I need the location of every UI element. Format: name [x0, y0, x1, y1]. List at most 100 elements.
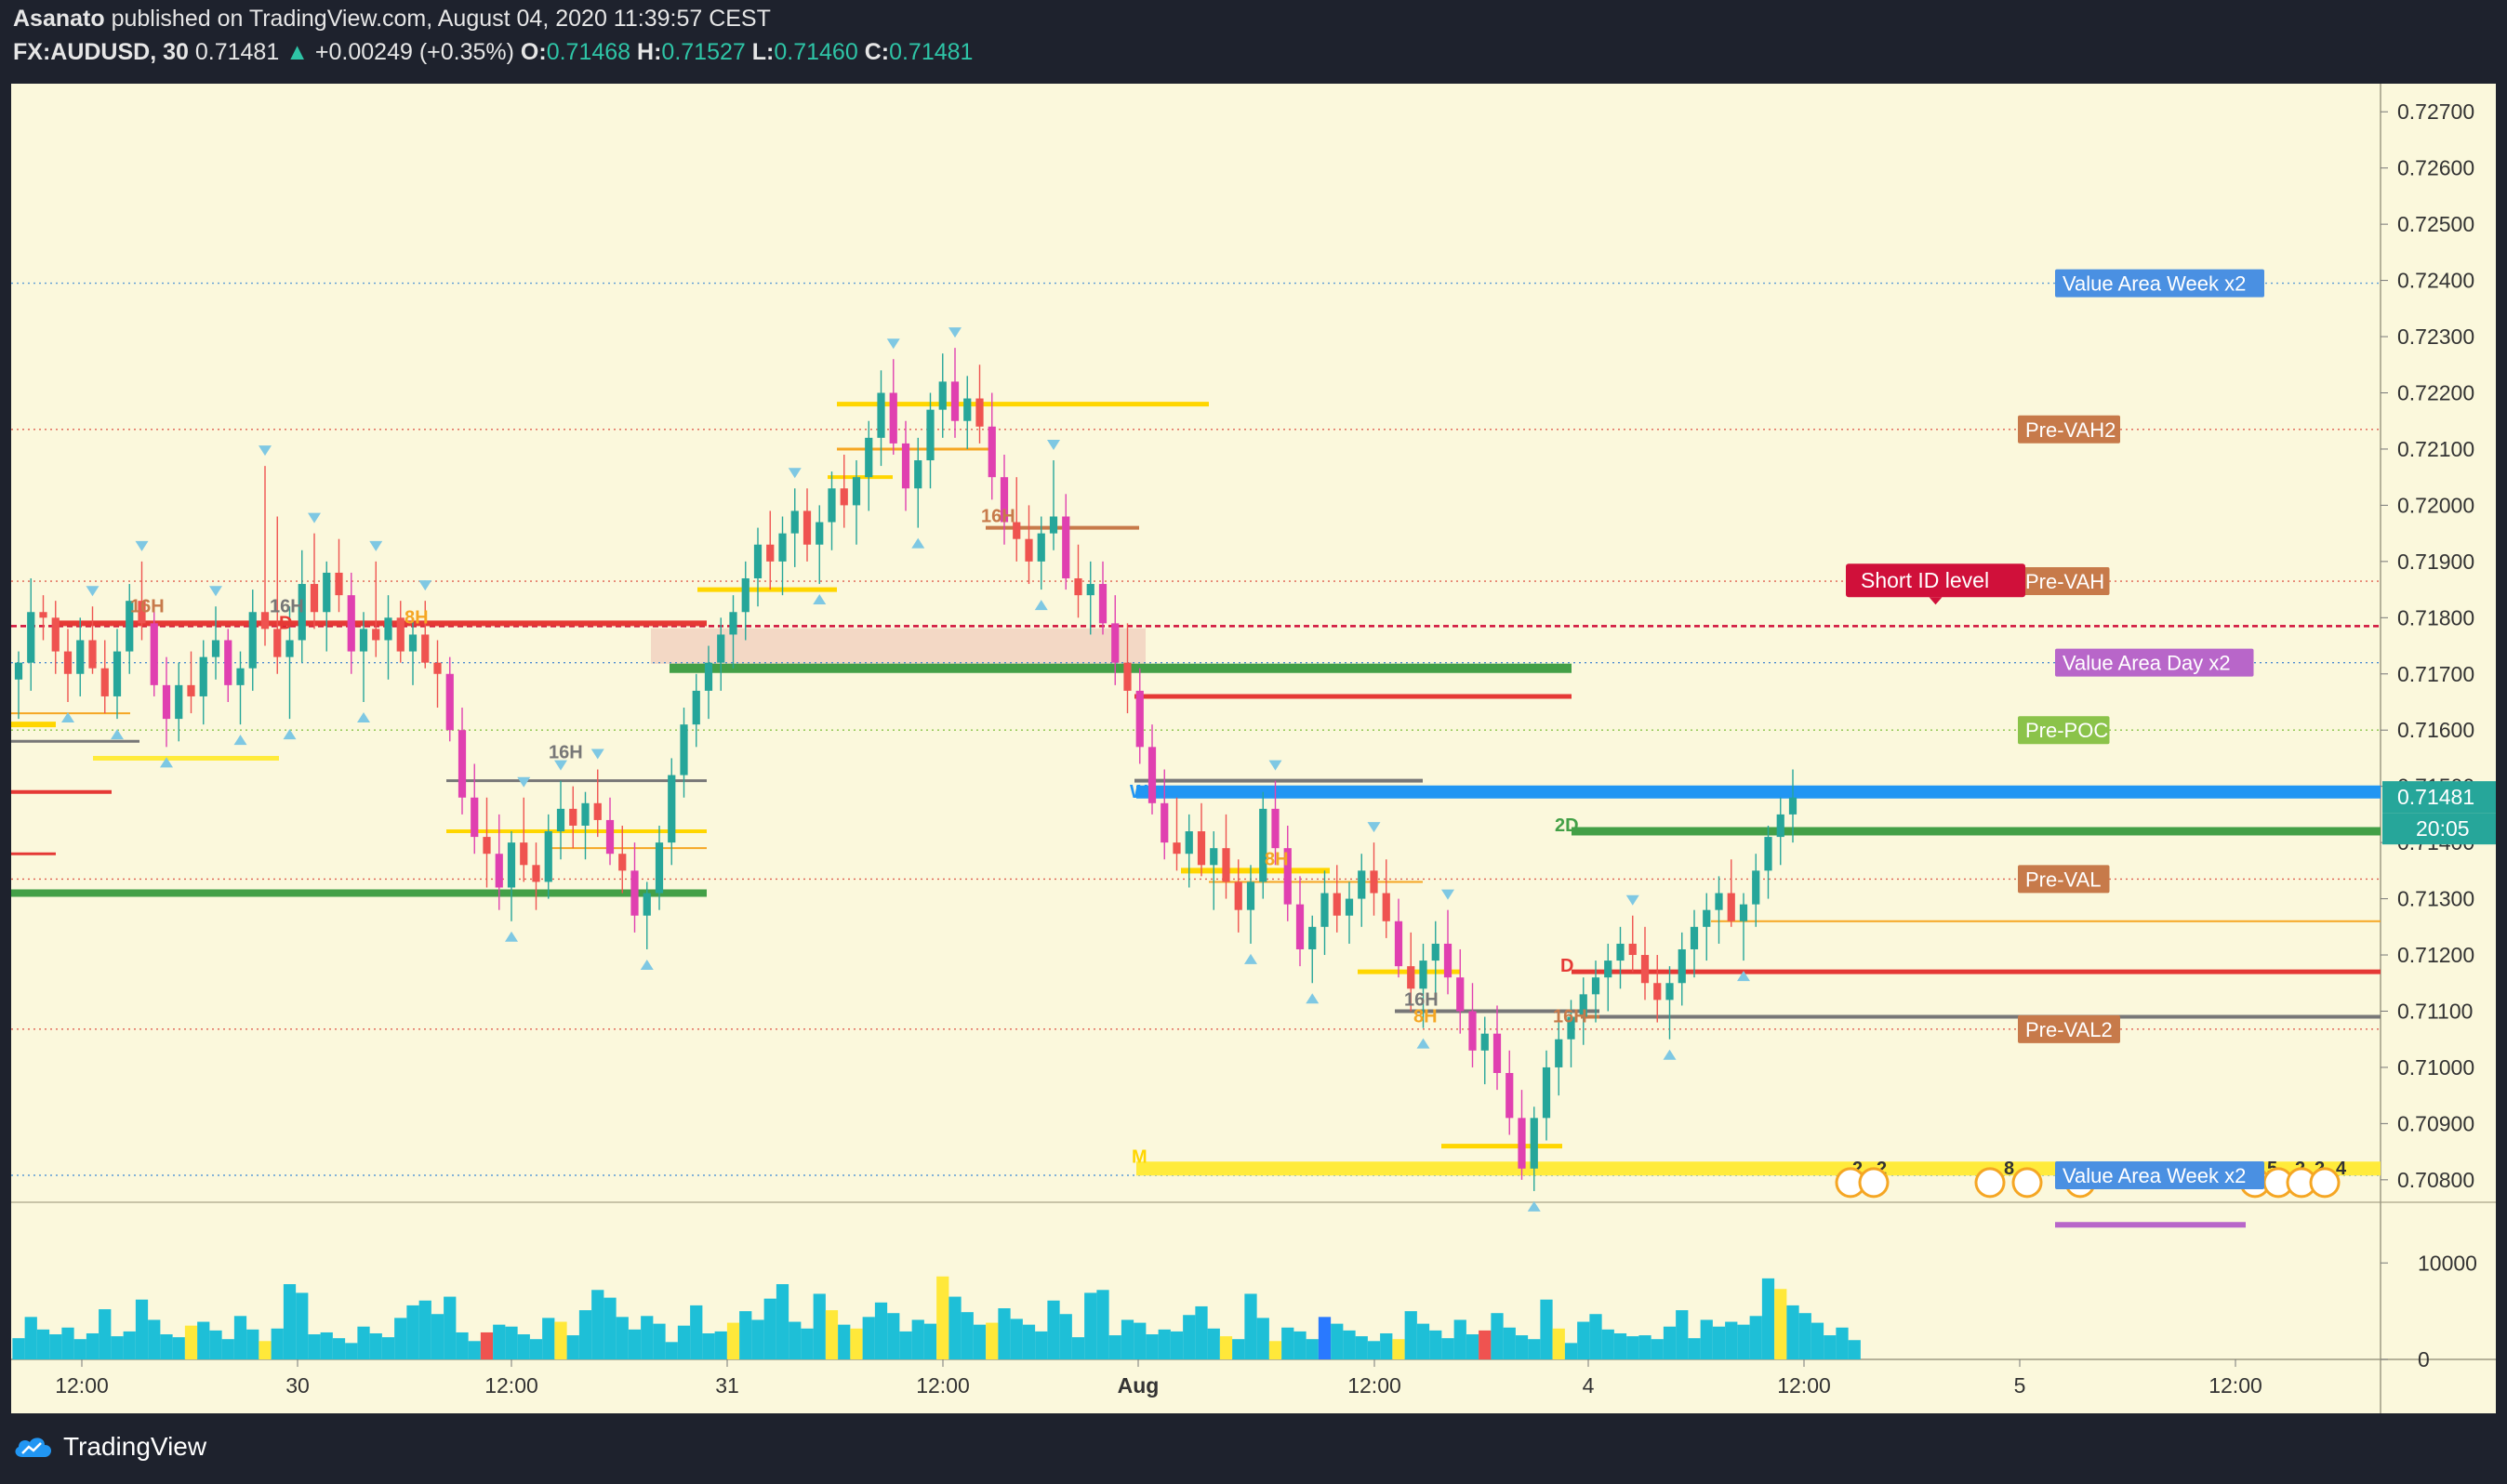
volume-bar	[49, 1334, 62, 1359]
candle-body	[1161, 802, 1169, 843]
candle-body	[27, 612, 35, 663]
candle-body	[298, 584, 306, 641]
symbol-line: FX:AUDUSD, 30 0.71481 ▲ +0.00249 (+0.35%…	[13, 39, 973, 66]
volume-bar	[1084, 1292, 1097, 1359]
candle-body	[1443, 943, 1452, 978]
candle-body	[963, 398, 972, 421]
volume-bar	[1798, 1313, 1811, 1359]
volume-bar	[1491, 1313, 1504, 1359]
candle-body	[175, 684, 183, 720]
level-label-box	[2018, 415, 2120, 444]
volume-bar	[1601, 1329, 1614, 1359]
high-value: 0.71527	[661, 39, 746, 65]
tradingview-logo[interactable]: TradingView	[13, 1432, 206, 1462]
candle-body	[889, 392, 897, 444]
candle-body	[1468, 1011, 1477, 1051]
volume-bar	[1010, 1318, 1023, 1359]
fractal-down-triangle	[1441, 889, 1454, 900]
volume-bar	[591, 1290, 604, 1359]
open-value: 0.71468	[546, 39, 631, 65]
candle-body	[1715, 893, 1723, 910]
fractal-down-triangle	[1625, 894, 1639, 906]
fractal-down-triangle	[517, 776, 531, 788]
candle-body	[1456, 977, 1465, 1012]
open-label: O:	[520, 39, 547, 65]
fractal-up-triangle	[1527, 1200, 1541, 1212]
volume-bar	[1059, 1314, 1072, 1359]
event-flag-icon	[2309, 1167, 2341, 1199]
volume-bar	[184, 1325, 198, 1359]
volume-bar	[1416, 1323, 1430, 1359]
price-chart[interactable]: 0.72700 0.72600 0.72500 0.72400 0.72300 0.722…	[0, 76, 2507, 1423]
volume-bar	[1786, 1305, 1799, 1359]
volume-bar	[86, 1332, 99, 1359]
time-axis-background	[11, 1359, 2496, 1413]
volume-bar	[1293, 1331, 1307, 1359]
event-flag-icon	[1858, 1167, 1890, 1199]
volume-bar	[1761, 1278, 1775, 1359]
level-label: Value Area Day x2	[2063, 652, 2231, 675]
time-tick-label: 31	[715, 1373, 739, 1398]
candle-body	[1147, 747, 1157, 803]
candle-body	[717, 634, 725, 663]
price-tick-label: 0.72700	[2397, 99, 2474, 124]
candle-body	[88, 640, 97, 669]
candle-body	[1431, 943, 1439, 961]
price-tick-label: 0.72500	[2397, 212, 2474, 236]
candle-body	[816, 522, 824, 545]
volume-bar	[172, 1337, 185, 1359]
volume-bar	[505, 1326, 518, 1359]
candle-body	[1727, 893, 1735, 921]
volume-bar	[578, 1310, 592, 1359]
price-tick-label: 0.71300	[2397, 887, 2474, 911]
candle-body	[507, 842, 516, 888]
volume-bar	[1071, 1337, 1085, 1359]
candle-body	[766, 544, 775, 562]
time-tick-label: Aug	[1118, 1373, 1160, 1398]
volume-bar	[381, 1337, 395, 1359]
candle-body	[260, 612, 270, 629]
candle-body	[988, 426, 996, 478]
candle-body	[1382, 893, 1390, 921]
volume-bar	[221, 1339, 234, 1359]
volume-bar	[899, 1331, 912, 1359]
candle-body	[926, 409, 935, 461]
level-label-box	[2018, 716, 2110, 745]
brand-name: TradingView	[63, 1432, 207, 1461]
candle-body	[1135, 690, 1144, 748]
time-tick-label: 12:00	[1347, 1373, 1401, 1398]
candle-body	[1086, 584, 1094, 596]
tradingview-cloud-icon	[15, 1438, 52, 1457]
candle-body	[384, 617, 392, 641]
volume-bar	[73, 1339, 86, 1359]
candle-body	[914, 460, 922, 489]
volume-bar	[973, 1324, 987, 1359]
volume-bar	[308, 1334, 321, 1359]
candle-body	[605, 819, 615, 855]
volume-bar	[61, 1327, 74, 1359]
fractal-down-triangle	[1047, 440, 1060, 451]
volume-bar	[1134, 1322, 1147, 1359]
candle-body	[1506, 1072, 1514, 1119]
price-tick-label: 0.70900	[2397, 1111, 2474, 1135]
candle-body	[421, 634, 430, 663]
volume-bar	[1589, 1314, 1602, 1359]
candle-body	[1185, 831, 1193, 855]
value-area-zone	[651, 628, 1146, 664]
candle-body	[655, 842, 664, 894]
publish-line: Asanato published on TradingView.com, Au…	[13, 6, 771, 33]
volume-bar	[1564, 1343, 1578, 1359]
candle-body	[1616, 943, 1625, 961]
candle-body	[1246, 881, 1255, 910]
candle-body	[1074, 577, 1082, 596]
candle-body	[741, 577, 749, 613]
candle-body	[310, 584, 319, 613]
candle-body	[1111, 623, 1120, 663]
candle-body	[248, 612, 257, 669]
volume-bar	[1737, 1324, 1750, 1359]
time-tick-label: 4	[1583, 1373, 1595, 1398]
candle-body	[1394, 921, 1403, 967]
volume-bar	[1355, 1336, 1368, 1359]
candle-body	[458, 730, 467, 798]
candle-body	[14, 662, 23, 680]
